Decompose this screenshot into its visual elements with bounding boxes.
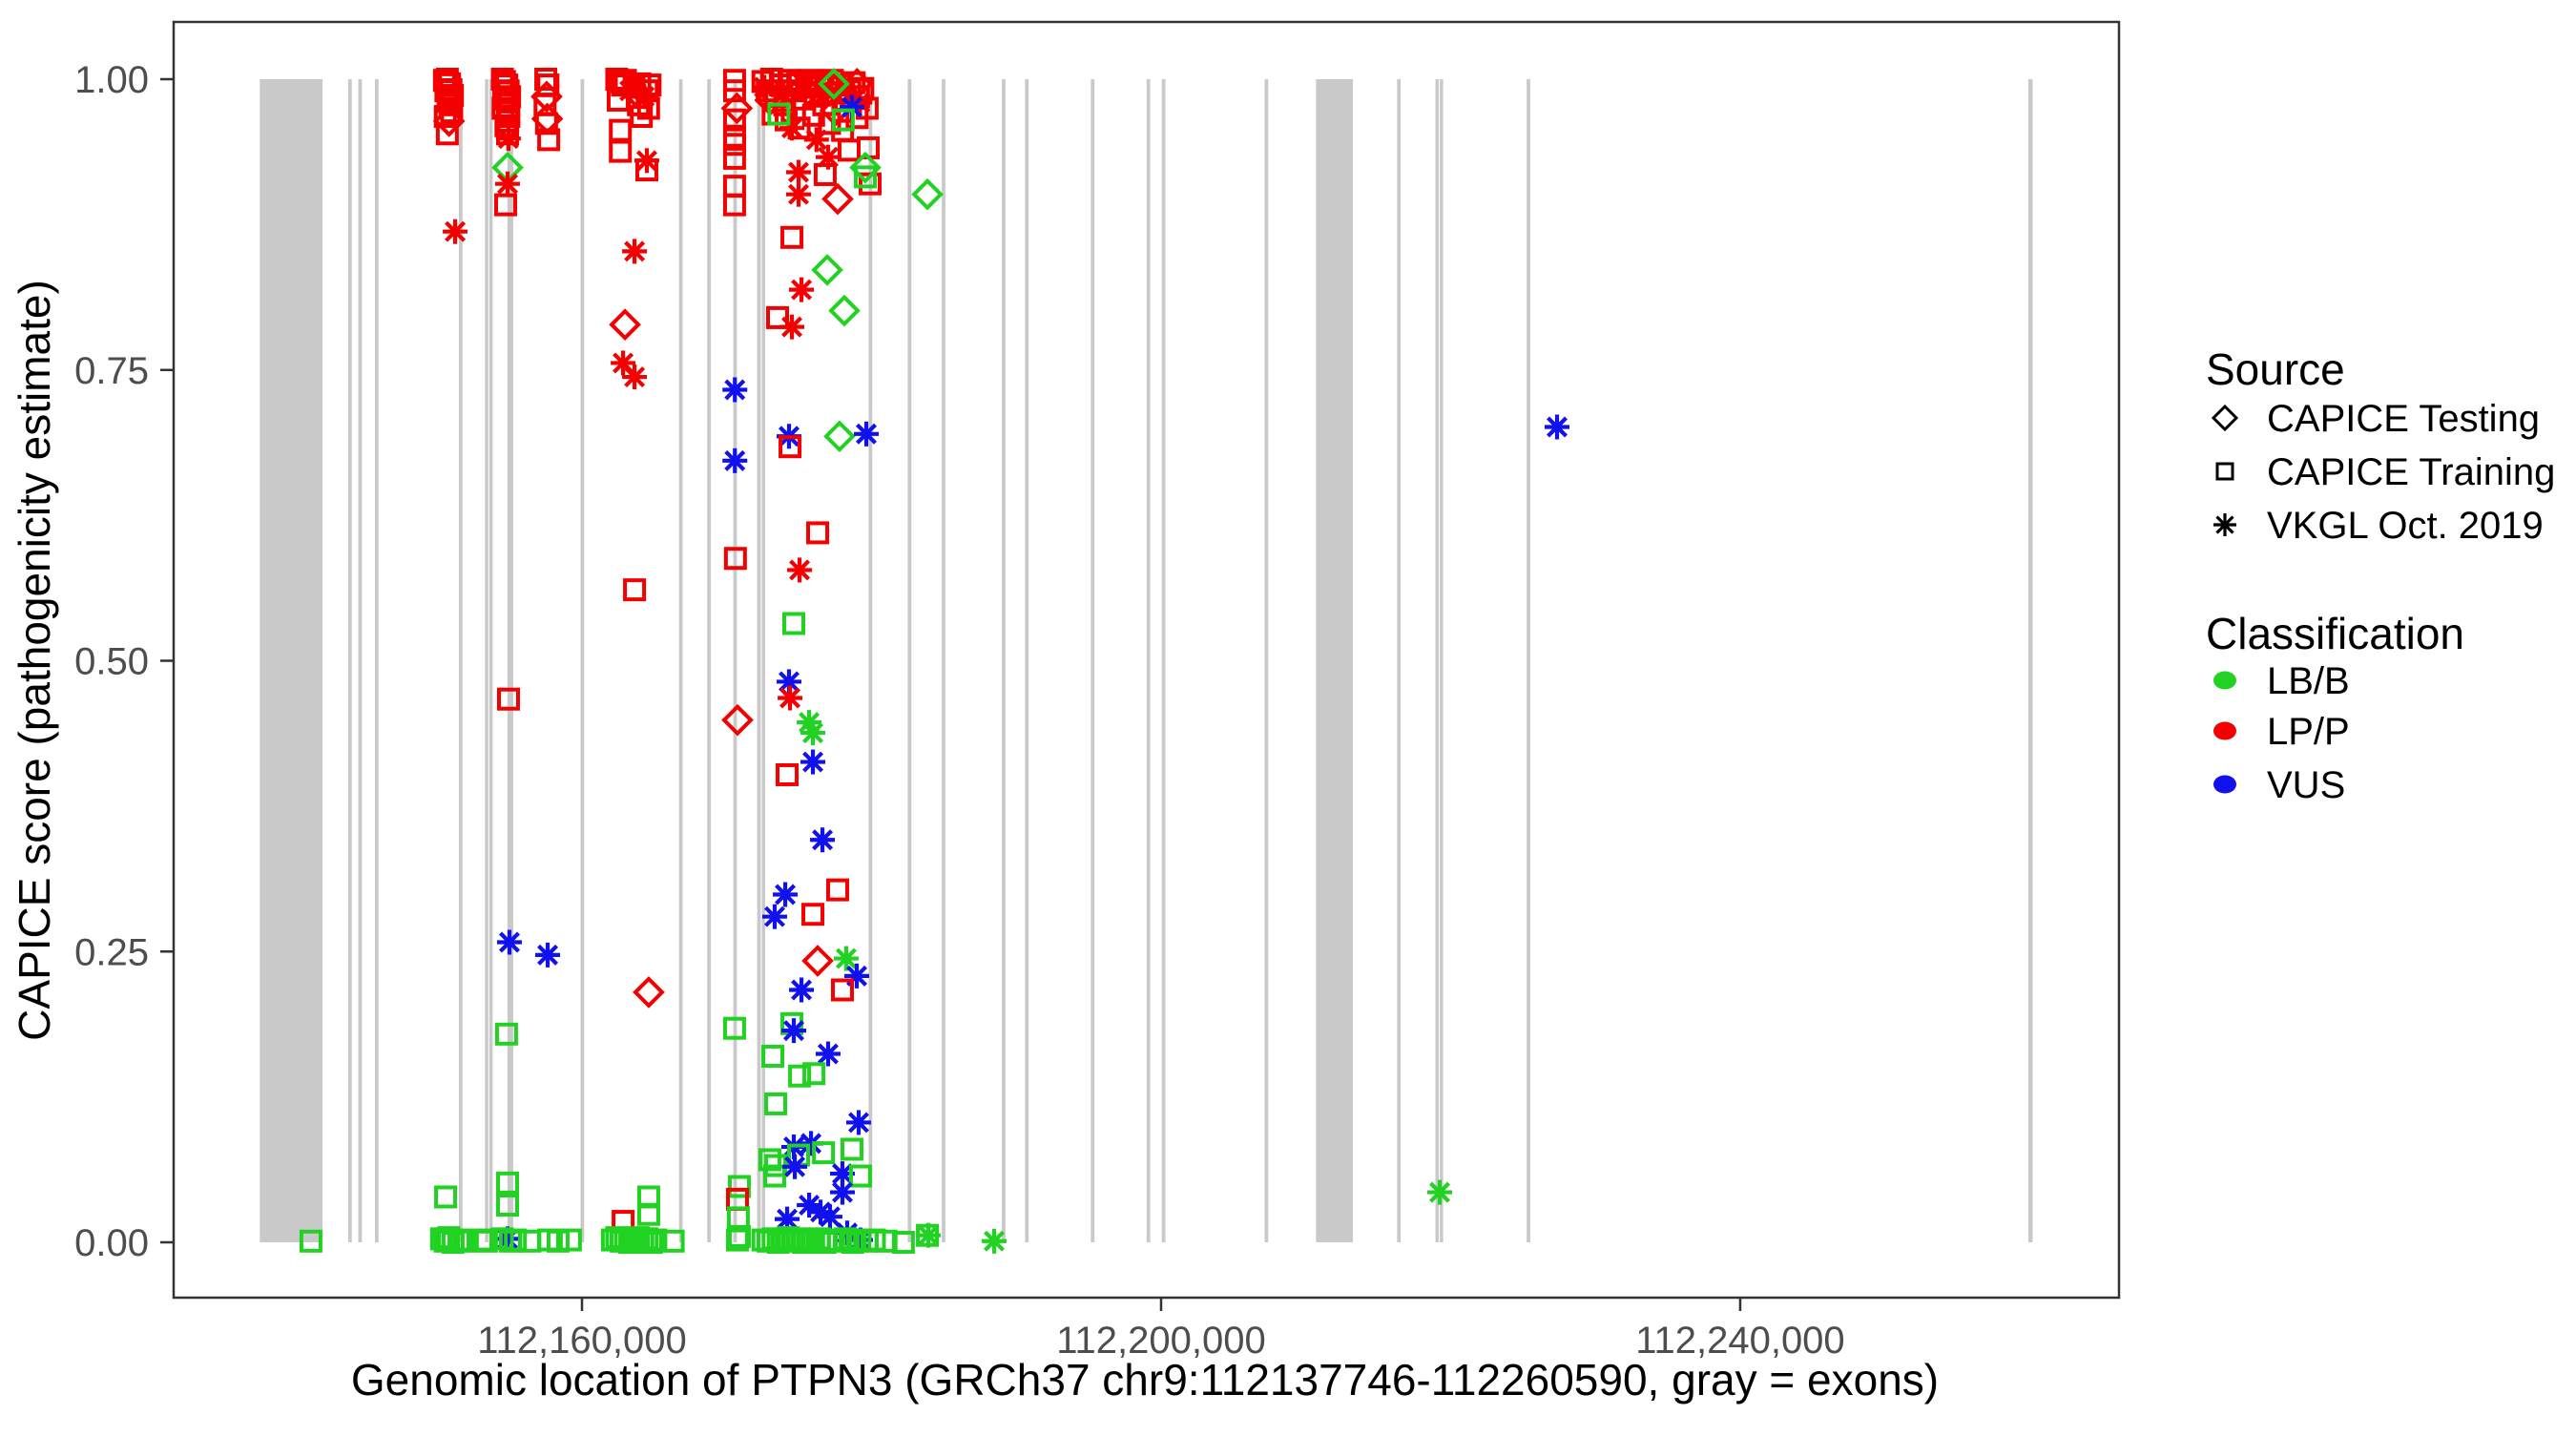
vus-dot-icon [2213,775,2236,794]
legend-item-lbb: LB/B [2213,660,2350,702]
x-axis-title: Genomic location of PTPN3 (GRCh37 chr9:1… [351,1355,1939,1405]
legend-item-vus: VUS [2213,764,2345,806]
y-axis-title: CAPICE score (pathogenicity estimate) [10,280,59,1041]
legend-source-title: Source [2206,344,2345,394]
svg-text:112,200,000: 112,200,000 [1056,1320,1265,1362]
legend-classification-title: Classification [2206,609,2464,658]
legend-item-capice-training: CAPICE Training [2215,451,2555,493]
data-points [299,68,1570,1254]
square-icon [2215,462,2234,481]
exon-bands [260,79,2033,1242]
svg-text:0.75: 0.75 [74,350,149,392]
plot-panel-border [172,20,2121,1300]
legend-classification: Classification LB/B LP/P VUS [2206,609,2464,806]
legend-item-label: CAPICE Training [2267,451,2555,493]
svg-text:0.50: 0.50 [74,641,149,683]
asterisk-icon [2213,513,2236,536]
legend-item-label: VUS [2267,764,2345,806]
legend-item-label: LB/B [2267,660,2350,702]
lpp-dot-icon [2213,721,2236,740]
svg-text:112,240,000: 112,240,000 [1635,1320,1844,1362]
svg-text:0.25: 0.25 [74,931,149,973]
svg-text:0.00: 0.00 [74,1222,149,1264]
svg-text:1.00: 1.00 [74,59,149,101]
legend-source: Source CAPICE Testing CAPICE Training VK… [2206,344,2555,547]
legend-item-vkgl: VKGL Oct. 2019 [2213,505,2544,547]
svg-text:112,160,000: 112,160,000 [477,1320,686,1362]
axes: 1.00 0.75 0.50 0.25 0.00 112,160,000 112,200,0… [74,59,1845,1362]
lbb-dot-icon [2213,671,2236,690]
legend-item-label: CAPICE Testing [2267,398,2540,440]
legend-item-label: VKGL Oct. 2019 [2267,505,2544,547]
legend-item-label: LP/P [2267,711,2350,753]
legend-item-lpp: LP/P [2213,711,2350,753]
legend-item-capice-testing: CAPICE Testing [2211,398,2540,440]
diamond-icon [2211,404,2239,432]
